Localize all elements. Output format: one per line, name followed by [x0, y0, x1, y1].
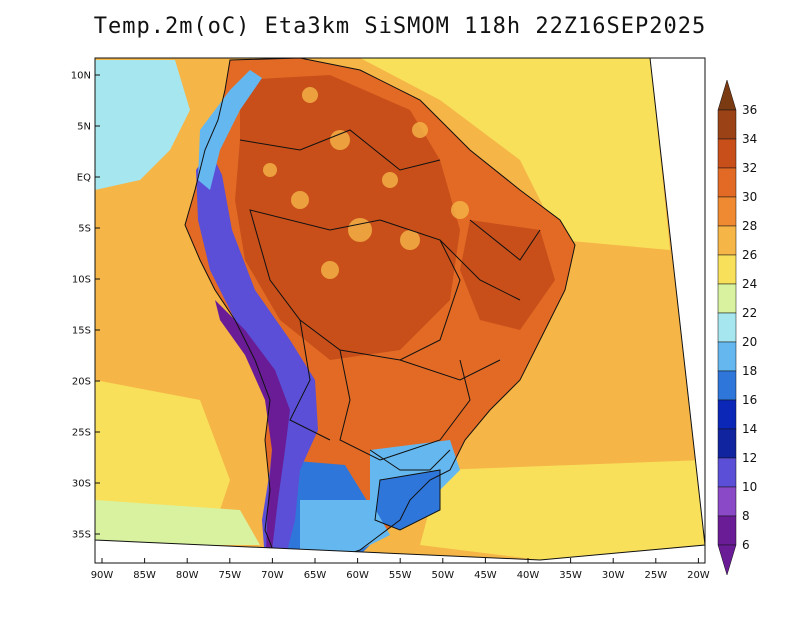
colorbar-segment — [717, 515, 737, 546]
colorbar-segment — [717, 457, 737, 488]
colorbar-label: 6 — [742, 538, 750, 552]
colorbar-label: 22 — [742, 306, 757, 320]
hot-spot — [321, 261, 339, 279]
colorbar-segment — [717, 312, 737, 343]
border-line — [369, 449, 451, 471]
uruguay-cool-region — [375, 470, 440, 530]
lon-tick-label: 80W — [176, 570, 199, 581]
border-line — [399, 359, 501, 381]
political-borders — [184, 58, 576, 560]
colorbar-label: 24 — [742, 277, 757, 291]
south-atlantic-cool-region — [420, 460, 705, 560]
colorbar-segment — [717, 486, 737, 517]
colorbar-segment — [717, 283, 737, 314]
lon-tick-label: 70W — [261, 570, 284, 581]
lon-tick-label: 65W — [304, 570, 327, 581]
south-pacific-cool-region — [95, 500, 260, 545]
colorbar-label: 18 — [742, 364, 757, 378]
lat-tick-label: 30S — [72, 479, 91, 490]
border-line — [374, 469, 441, 531]
latitude-axis: 10N 5N EQ 5S 10S 15S 20S 25S 30S 35S — [71, 71, 100, 541]
lat-tick-label: 10N — [71, 71, 91, 82]
lat-tick-label: 5N — [77, 122, 91, 133]
lat-tick-label: 35S — [72, 530, 91, 541]
map-title: Temp.2m(oC) Eta3km SiSMOM 118h 22Z16SEP2… — [93, 14, 707, 39]
colorbar: 36 34 32 30 28 26 24 22 20 18 16 14 12 10 8 6 — [717, 79, 757, 576]
lon-tick-label: 20W — [687, 570, 710, 581]
hot-spot — [330, 130, 350, 150]
lat-tick-label: 5S — [78, 224, 91, 235]
colorbar-label: 26 — [742, 248, 757, 262]
colorbar-segment — [717, 138, 737, 169]
border-line — [184, 58, 576, 560]
colorbar-label: 12 — [742, 451, 757, 465]
border-line — [339, 349, 471, 461]
amazon-hot-region — [235, 75, 460, 360]
map-field — [95, 58, 705, 560]
andes-coldest-core — [215, 300, 290, 550]
pampas-cool-region — [300, 500, 390, 560]
border-line — [469, 219, 541, 261]
hot-spot — [382, 172, 398, 188]
longitude-axis: 90W 85W 80W 75W 70W 65W 60W 55W 50W 45W 40W 35W 30W 2… — [91, 558, 710, 581]
colorbar-bottom-arrow — [717, 544, 737, 576]
colorbar-label: 10 — [742, 480, 757, 494]
lon-tick-label: 85W — [133, 570, 156, 581]
border-line — [439, 239, 521, 301]
lat-tick-label: 15S — [72, 326, 91, 337]
colorbar-label: 34 — [742, 132, 757, 146]
colorbar-segment — [717, 254, 737, 285]
hot-spot — [412, 122, 428, 138]
northeast-hot-region — [460, 220, 555, 330]
colorbar-segment — [717, 341, 737, 372]
lon-tick-label: 75W — [218, 570, 241, 581]
colorbar-top-arrow — [717, 79, 737, 111]
amazon-hot-spots — [263, 87, 469, 279]
lon-tick-label: 30W — [602, 570, 625, 581]
lon-tick-label: 50W — [431, 570, 454, 581]
colorbar-segment — [717, 196, 737, 227]
lon-tick-label: 45W — [474, 570, 497, 581]
colorbar-segment — [717, 109, 737, 140]
lon-tick-label: 55W — [389, 570, 412, 581]
lat-tick-label: 20S — [72, 377, 91, 388]
lon-tick-label: 90W — [91, 570, 114, 581]
border-line — [289, 319, 331, 441]
hot-spot — [291, 191, 309, 209]
lon-tick-label: 25W — [644, 570, 667, 581]
lat-tick-label: 10S — [72, 275, 91, 286]
border-line — [249, 209, 461, 361]
colorbar-label: 16 — [742, 393, 757, 407]
border-line — [239, 129, 441, 171]
hot-spot — [348, 218, 372, 242]
colorbar-label: 32 — [742, 161, 757, 175]
colorbar-segment — [717, 225, 737, 256]
hot-spot — [400, 230, 420, 250]
colorbar-label: 8 — [742, 509, 750, 523]
colorbar-label: 14 — [742, 422, 757, 436]
colorbar-label: 30 — [742, 190, 757, 204]
hot-spot — [263, 163, 277, 177]
lat-tick-label: EQ — [77, 173, 91, 184]
colorbar-label: 36 — [742, 103, 757, 117]
colorbar-segment — [717, 370, 737, 401]
hot-spot — [451, 201, 469, 219]
pacific-cool-region — [95, 60, 190, 190]
north-andes-cool — [198, 70, 262, 190]
atlantic-warm-region — [360, 58, 670, 250]
colorbar-segment — [717, 428, 737, 459]
lon-tick-label: 60W — [346, 570, 369, 581]
lon-tick-label: 40W — [517, 570, 540, 581]
pacific-mid-region — [95, 380, 230, 540]
colorbar-label: 20 — [742, 335, 757, 349]
hot-spot — [302, 87, 318, 103]
lon-tick-label: 35W — [559, 570, 582, 581]
colorbar-segment — [717, 399, 737, 430]
lat-tick-label: 25S — [72, 428, 91, 439]
colorbar-segment — [717, 167, 737, 198]
colorbar-label: 28 — [742, 219, 757, 233]
